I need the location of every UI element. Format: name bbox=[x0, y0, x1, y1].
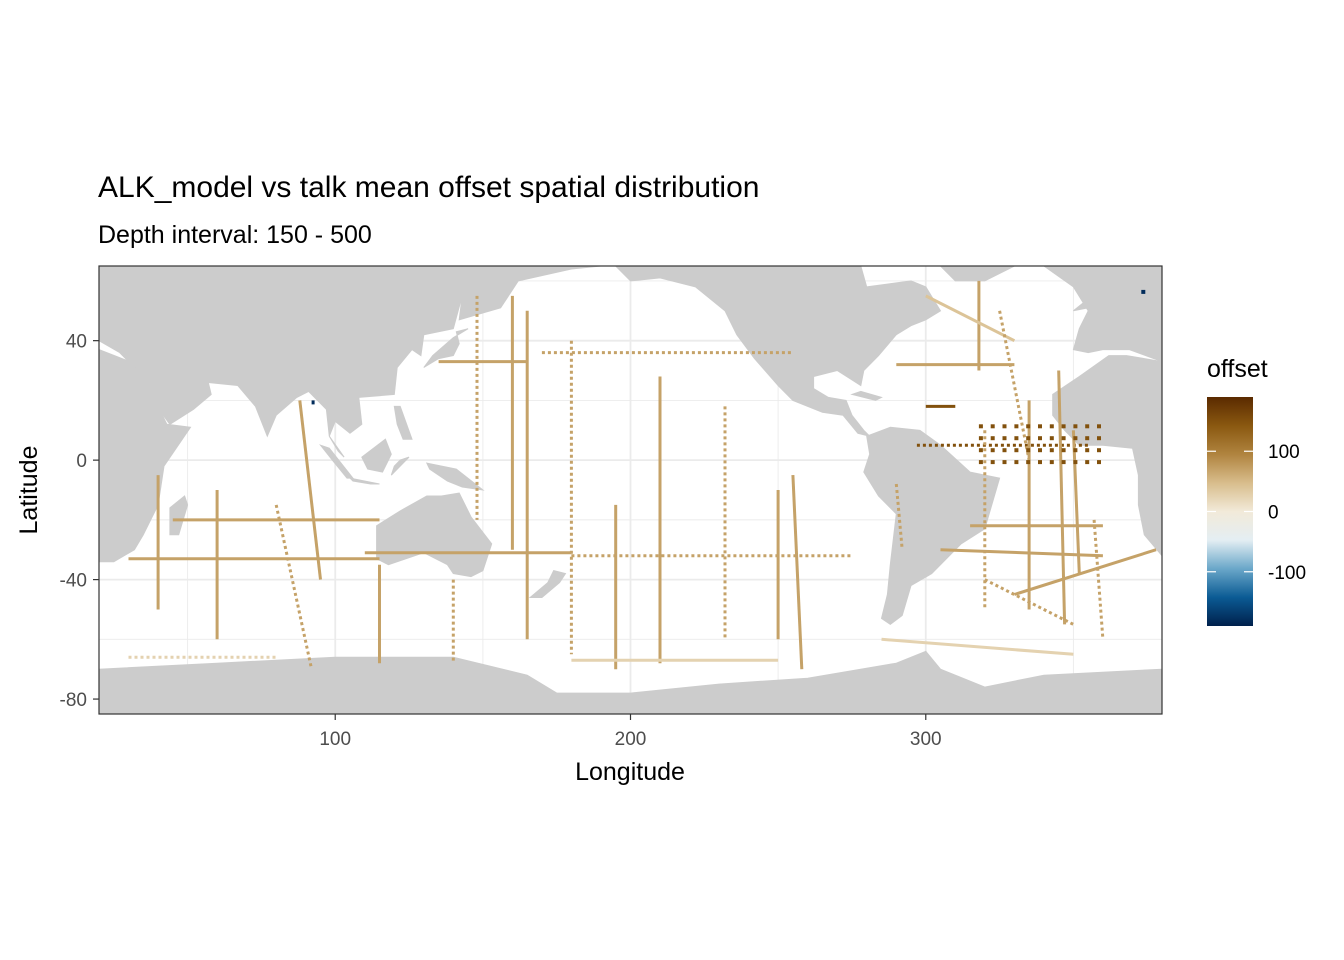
offset-cell bbox=[1061, 424, 1066, 429]
y-tick-label: -40 bbox=[60, 571, 87, 592]
offset-cell bbox=[1014, 424, 1019, 429]
x-axis-title: Longitude bbox=[575, 758, 685, 786]
offset-cell bbox=[1073, 448, 1078, 453]
offset-cell bbox=[1097, 424, 1101, 429]
land-japan bbox=[423, 328, 469, 368]
offset-cell bbox=[1002, 448, 1007, 453]
offset-tracks bbox=[128, 280, 1157, 670]
track-segment bbox=[1057, 370, 1067, 625]
y-axis: 40 0 -40 -80 bbox=[60, 332, 99, 711]
land-eurasia bbox=[99, 266, 602, 458]
y-tick-label: 0 bbox=[76, 451, 87, 472]
legend-title: offset bbox=[1207, 355, 1268, 383]
offset-cell-negative bbox=[311, 400, 315, 405]
offset-cell bbox=[1026, 424, 1031, 429]
track-segment bbox=[1092, 519, 1105, 640]
color-legend: offset 100 0 -100 bbox=[1207, 355, 1306, 626]
offset-cell bbox=[1097, 460, 1101, 465]
offset-cell bbox=[1038, 436, 1042, 441]
offset-cell bbox=[1085, 460, 1090, 465]
offset-cell bbox=[978, 436, 983, 441]
offset-cell bbox=[1014, 448, 1019, 453]
offset-cell bbox=[1002, 424, 1007, 429]
y-tick-label: 40 bbox=[66, 332, 87, 353]
offset-cell bbox=[1049, 460, 1054, 465]
plot-title: ALK_model vs talk mean offset spatial di… bbox=[98, 171, 759, 204]
y-tick-label: -80 bbox=[60, 690, 87, 711]
offset-cell bbox=[1002, 436, 1007, 441]
offset-cell bbox=[1097, 448, 1101, 453]
land-masses bbox=[99, 266, 1162, 714]
offset-cell bbox=[978, 448, 983, 453]
offset-cell bbox=[1049, 424, 1054, 429]
land-philippines bbox=[393, 405, 413, 440]
offset-cell-negative bbox=[1141, 289, 1146, 294]
land-britain bbox=[1073, 286, 1098, 312]
land-new-guinea bbox=[425, 462, 485, 491]
land-sulawesi bbox=[390, 456, 410, 476]
offset-cell bbox=[990, 460, 995, 465]
offset-cell bbox=[1002, 460, 1007, 465]
x-tick-label: 100 bbox=[319, 729, 351, 750]
offset-cell bbox=[1014, 460, 1019, 465]
offset-cell bbox=[1026, 436, 1031, 441]
offset-cell bbox=[1073, 460, 1078, 465]
offset-cell bbox=[1038, 460, 1042, 465]
track-segment bbox=[881, 637, 1074, 656]
map-panel bbox=[99, 266, 1162, 714]
offset-cell bbox=[1061, 436, 1066, 441]
offset-cell bbox=[990, 448, 995, 453]
legend-tick-label: 0 bbox=[1268, 503, 1279, 524]
offset-cell bbox=[1073, 436, 1078, 441]
offset-cell bbox=[1049, 436, 1054, 441]
track-segment bbox=[791, 475, 804, 670]
offset-cell bbox=[978, 460, 983, 465]
track-segment bbox=[1013, 548, 1157, 596]
land-madagascar bbox=[169, 495, 189, 536]
track-segment bbox=[984, 578, 1075, 626]
track-segment bbox=[298, 400, 322, 580]
land-java bbox=[348, 477, 380, 485]
land-borneo bbox=[361, 438, 392, 473]
track-segment bbox=[1071, 430, 1081, 574]
offset-cell bbox=[1026, 460, 1031, 465]
y-axis-title: Latitude bbox=[15, 446, 43, 535]
plot-subtitle: Depth interval: 150 - 500 bbox=[98, 221, 372, 249]
land-new-zealand bbox=[528, 570, 567, 598]
offset-cell bbox=[1097, 436, 1101, 441]
offset-cell bbox=[1061, 448, 1066, 453]
track-segment bbox=[998, 310, 1031, 461]
offset-cell bbox=[1049, 448, 1054, 453]
track-segment bbox=[925, 294, 1016, 343]
offset-cell bbox=[990, 436, 995, 441]
land-south-america bbox=[863, 426, 1001, 626]
offset-cell bbox=[978, 424, 983, 429]
offset-cell bbox=[1061, 460, 1066, 465]
land-cuba bbox=[850, 390, 883, 401]
x-tick-label: 200 bbox=[615, 729, 647, 750]
offset-cell bbox=[990, 424, 995, 429]
x-axis: 100 200 300 bbox=[319, 714, 942, 750]
track-segment bbox=[894, 483, 904, 550]
legend-tick-label: 100 bbox=[1268, 442, 1300, 463]
track-segment bbox=[940, 548, 1103, 558]
land-australia bbox=[376, 492, 493, 578]
offset-cell bbox=[1038, 424, 1042, 429]
offset-cell bbox=[1085, 448, 1090, 453]
x-tick-label: 300 bbox=[910, 729, 942, 750]
offset-cell bbox=[1085, 424, 1090, 429]
land-greenland bbox=[939, 266, 1015, 282]
offset-cell bbox=[1038, 448, 1042, 453]
legend-tick-label: -100 bbox=[1268, 563, 1306, 584]
offset-cell bbox=[1085, 436, 1090, 441]
offset-cell bbox=[1014, 436, 1019, 441]
track-segment bbox=[274, 504, 314, 670]
land-antarctica bbox=[99, 650, 1162, 714]
offset-cell bbox=[1073, 424, 1078, 429]
offset-cell bbox=[1026, 448, 1031, 453]
